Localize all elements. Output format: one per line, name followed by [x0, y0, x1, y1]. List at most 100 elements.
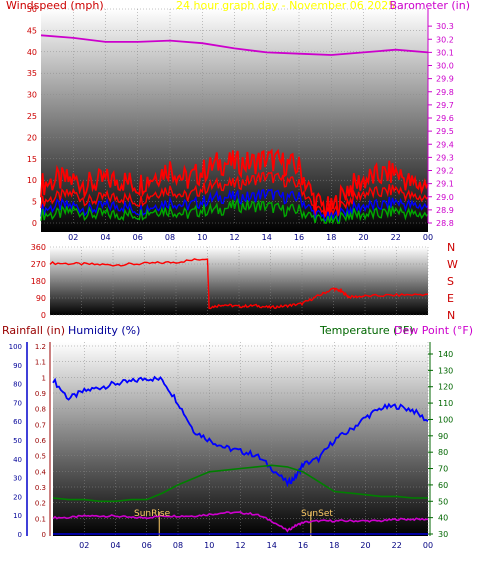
x-tick-label: 18	[326, 233, 336, 242]
wind-series-windspeed	[40, 171, 429, 219]
humidity-tick-label: 0	[18, 531, 22, 539]
temperature-tick-label: 60	[438, 481, 448, 490]
x-tick-label: 04	[100, 233, 110, 242]
humidity-tick-label: 10	[13, 512, 22, 520]
barometer-tick-label: 29.5	[436, 127, 454, 136]
windspeed-tick-label: 30	[27, 91, 37, 100]
barometer-tick-label: 30.0	[436, 62, 454, 71]
x-tick-label: 02	[79, 541, 89, 550]
humidity-series	[52, 375, 429, 488]
sunset-annotation: SunSet	[301, 509, 333, 519]
x-tick-label: 00	[423, 541, 433, 550]
x-tick-label: 06	[142, 541, 152, 550]
temperature-tick-label: 110	[438, 399, 453, 408]
temperature-tick-label: 30	[438, 530, 448, 539]
x-tick-label: 20	[360, 541, 370, 550]
x-tick-label: 16	[294, 233, 304, 242]
compass-label: W	[447, 258, 458, 271]
barometer-tick-label: 28.9	[436, 206, 454, 215]
x-tick-label: 02	[68, 233, 78, 242]
barometer-tick-label: 30.3	[436, 22, 454, 31]
direction-tick-label: 90	[36, 294, 46, 303]
barometer-tick-label: 29.8	[436, 88, 454, 97]
barometer-tick-label: 28.8	[436, 219, 454, 228]
x-tick-label: 06	[133, 233, 143, 242]
temperature-tick-label: 140	[438, 350, 453, 359]
rainfall-tick-label: 0.8	[35, 406, 46, 414]
dewpoint-series	[52, 511, 428, 533]
barometer-tick-label: 30.2	[436, 35, 454, 44]
dewpoint-axis-label: Dew Point (°F)	[394, 324, 473, 337]
humidity-tick-label: 70	[13, 399, 22, 407]
direction-panel-series	[49, 258, 429, 310]
barometer-tick-label: 29.9	[436, 75, 454, 84]
humidity-axis-label: Humidity (%)	[68, 324, 140, 337]
x-tick-label: 00	[423, 233, 433, 242]
compass-label: N	[447, 241, 455, 254]
climate-panel-series	[52, 375, 429, 536]
windspeed-tick-label: 25	[27, 112, 37, 121]
rainfall-tick-label: 0.3	[35, 484, 46, 492]
direction-tick-label: 360	[31, 243, 46, 252]
temperature-tick-label: 90	[438, 432, 448, 441]
rainfall-tick-label: 1.2	[35, 343, 46, 351]
humidity-tick-label: 80	[13, 381, 22, 389]
rainfall-tick-label: 0	[42, 531, 46, 539]
direction-series	[49, 258, 429, 310]
x-tick-label: 12	[229, 233, 239, 242]
rainfall-tick-label: 0.4	[35, 468, 47, 476]
temperature-tick-label: 120	[438, 383, 453, 392]
barometer-tick-label: 29.0	[436, 193, 454, 202]
temperature-tick-label: 100	[438, 415, 453, 424]
temperature-tick-label: 50	[438, 497, 448, 506]
windspeed-tick-label: 50	[27, 5, 37, 14]
barometer-tick-label: 29.6	[436, 114, 454, 123]
barometer-tick-label: 29.7	[436, 101, 454, 110]
x-tick-label: 14	[267, 541, 277, 550]
wind-series-low	[40, 197, 429, 225]
humidity-tick-label: 30	[13, 475, 22, 483]
sunrise-annotation: SunRise	[134, 509, 171, 519]
windspeed-tick-label: 15	[27, 155, 37, 164]
compass-label: S	[447, 275, 454, 288]
x-tick-label: 18	[329, 541, 339, 550]
barometer-tick-label: 29.2	[436, 167, 454, 176]
windspeed-tick-label: 45	[27, 26, 37, 35]
rainfall-tick-label: 0.5	[35, 453, 46, 461]
wind-series-average	[40, 188, 429, 224]
barometer-tick-label: 30.1	[436, 48, 454, 57]
direction-panel-grid	[50, 246, 429, 316]
humidity-tick-label: 100	[9, 343, 22, 351]
windspeed-tick-label: 20	[27, 133, 37, 142]
rainfall-tick-label: 0.6	[35, 437, 47, 445]
humidity-tick-label: 20	[13, 493, 22, 501]
climate-panel-axes: 0 0.1 0.2 0.3 0.4 0.5 0.6 0.7 0.8 0.9 1 1.1 1.2 0 10 20…	[9, 342, 453, 550]
x-tick-label: 04	[110, 541, 120, 550]
x-tick-label: 08	[165, 233, 175, 242]
humidity-tick-label: 60	[13, 418, 22, 426]
direction-tick-label: 0	[41, 311, 46, 320]
windspeed-tick-label: 0	[32, 219, 37, 228]
x-tick-label: 08	[173, 541, 183, 550]
x-tick-label: 22	[391, 233, 401, 242]
windspeed-tick-label: 35	[27, 69, 37, 78]
barometer-axis-label: Barometer (in)	[390, 0, 471, 12]
rainfall-tick-label: 0.1	[35, 515, 46, 523]
rainfall-axis-label: Rainfall (in)	[2, 324, 65, 337]
wind-panel-axes: 0 5 10 15 20 25 30 35 40 45 50 28.8 28.9 29.0 29.1 29.2…	[27, 5, 454, 242]
direction-tick-label: 270	[31, 260, 46, 269]
x-tick-label: 14	[262, 233, 272, 242]
rainfall-tick-label: 0.9	[35, 390, 46, 398]
wind-panel-series	[40, 34, 429, 225]
compass-label: N	[447, 309, 455, 322]
temperature-tick-label: 80	[438, 448, 448, 457]
wind-series-gust	[40, 148, 429, 216]
windspeed-tick-label: 5	[32, 198, 37, 207]
x-tick-label: 16	[298, 541, 308, 550]
direction-tick-label: 180	[31, 277, 46, 286]
rainfall-tick-label: 0.7	[35, 421, 46, 429]
barometer-tick-label: 29.4	[436, 140, 454, 149]
humidity-tick-label: 90	[13, 362, 22, 370]
